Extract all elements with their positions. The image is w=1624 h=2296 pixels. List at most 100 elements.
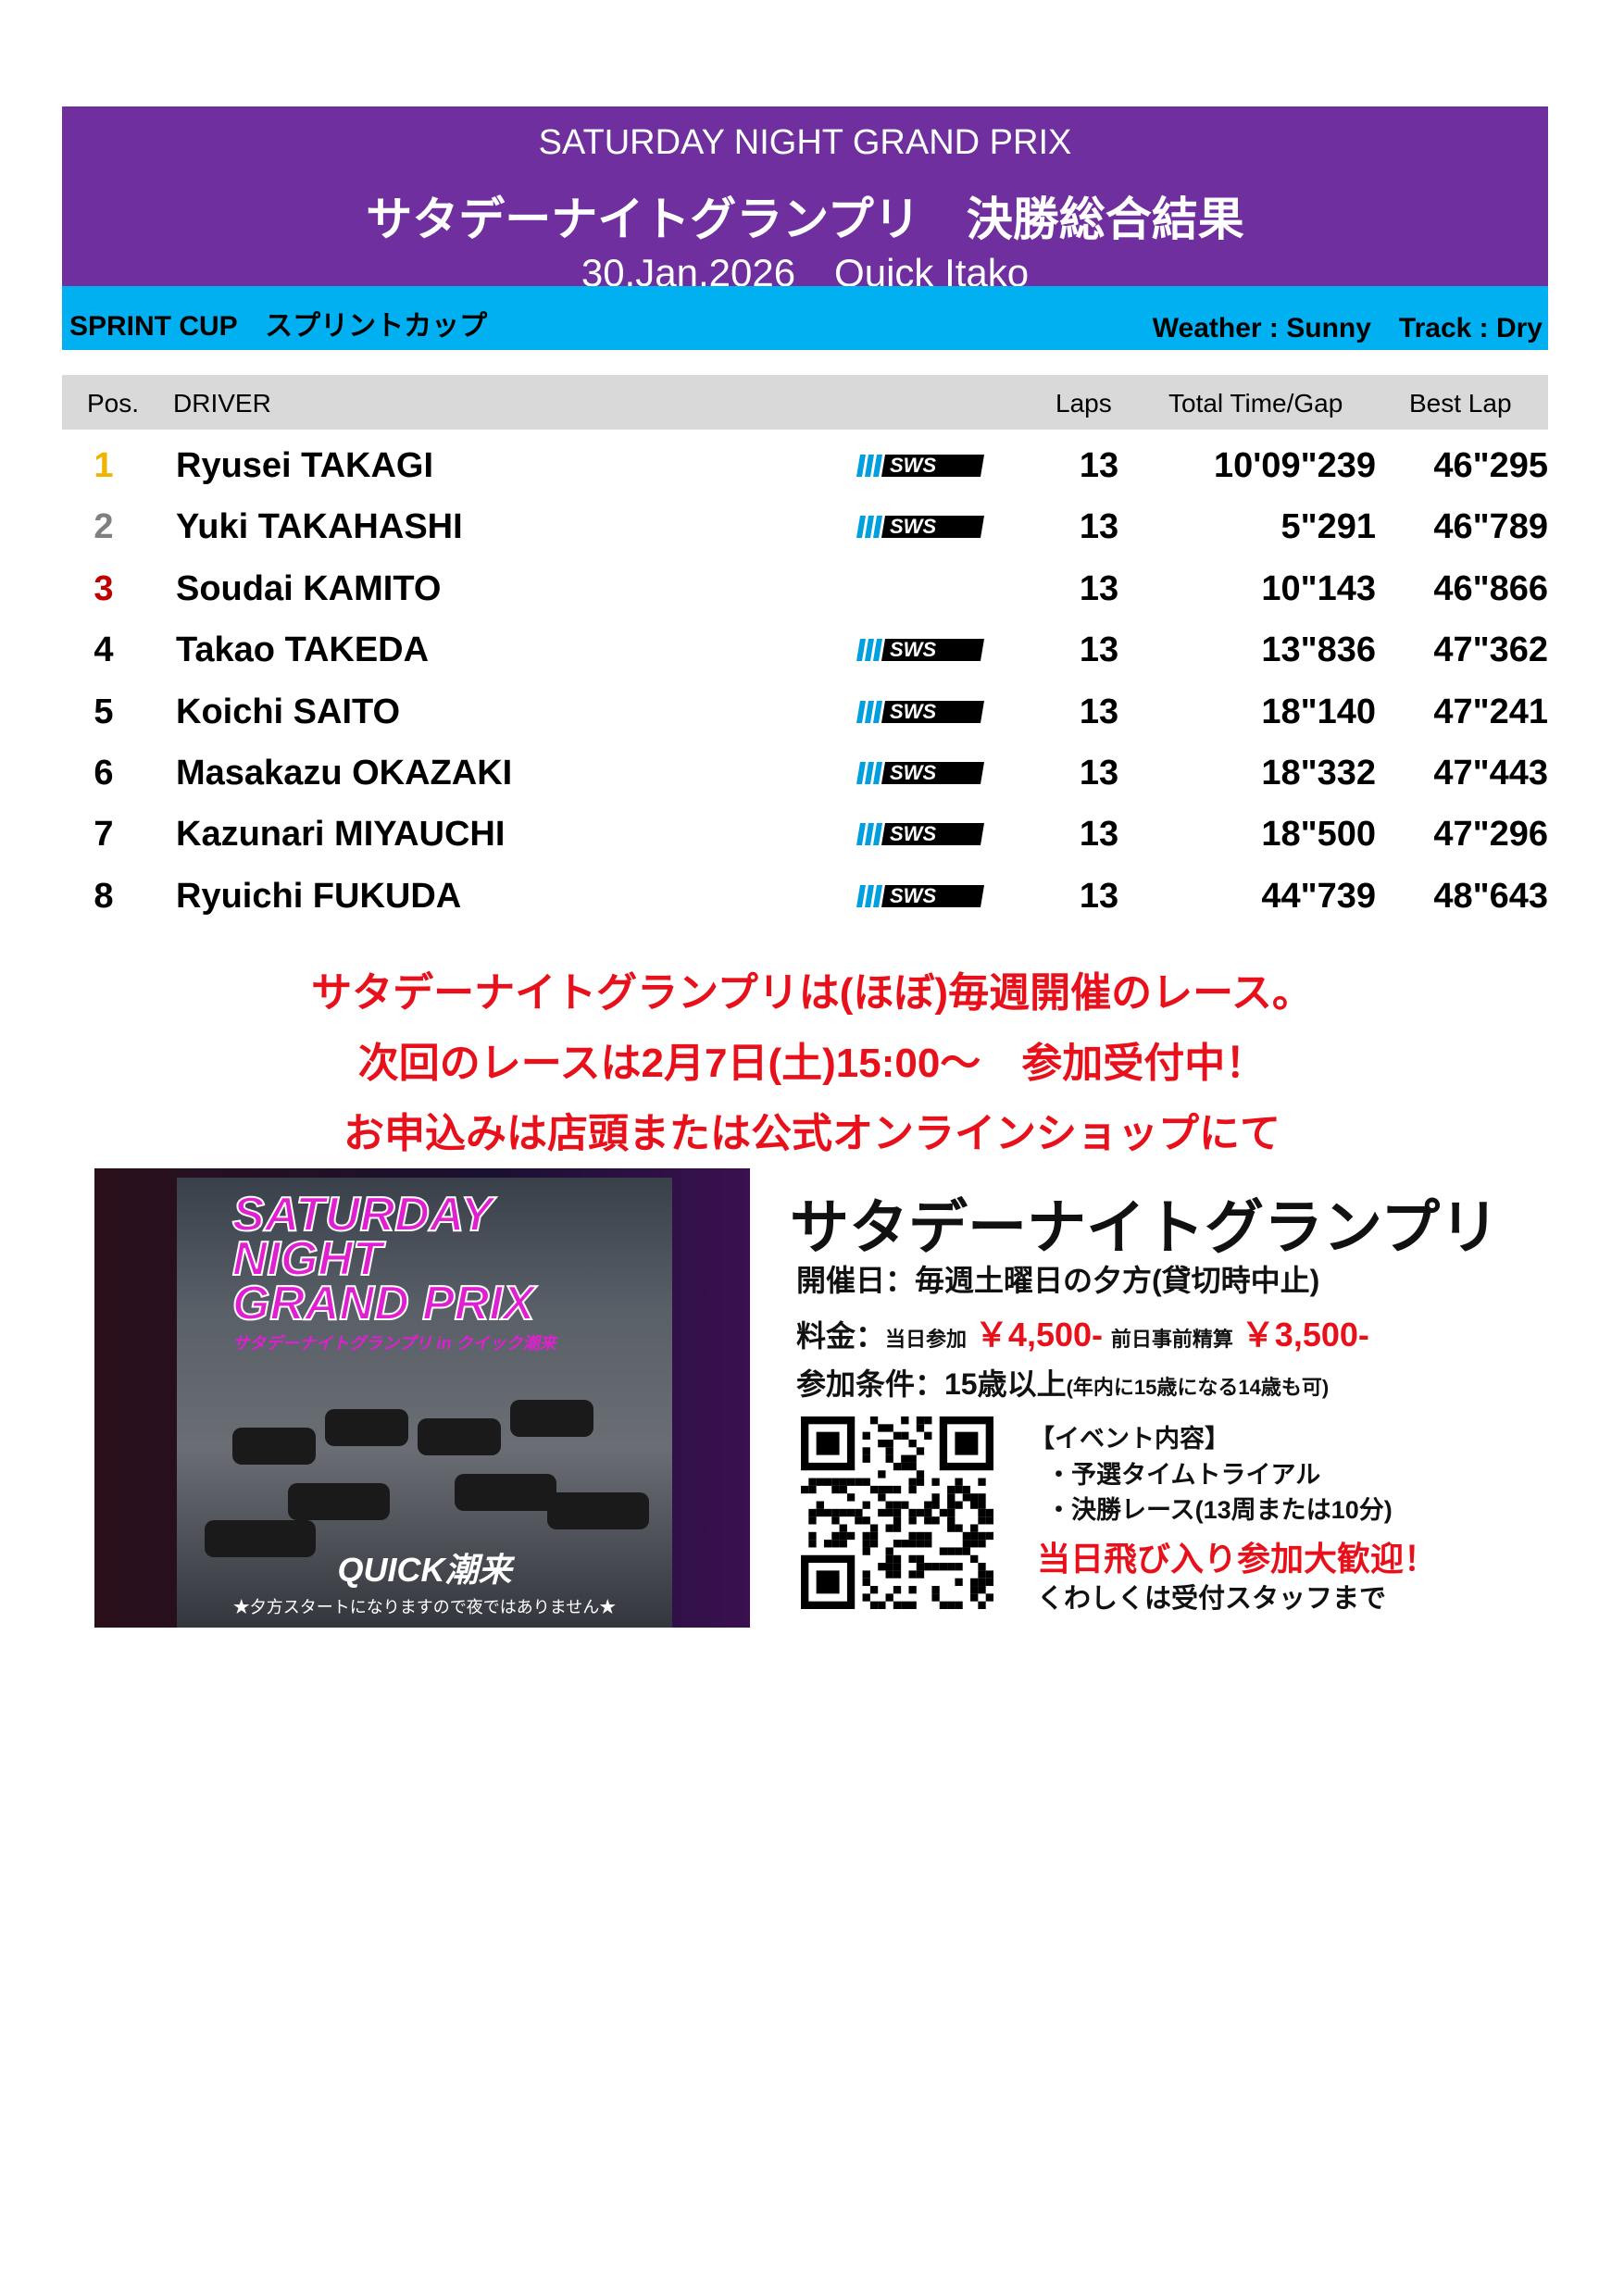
sws-logo: SWS (856, 696, 986, 724)
qr-code[interactable] (790, 1416, 1005, 1609)
kart-photo: SATURDAY NIGHT GRAND PRIX サタデーナイトグランプリ i… (177, 1178, 672, 1628)
best-lap: 47"296 (1433, 815, 1548, 855)
cond-label: 参加条件：15歳以上 (796, 1367, 1067, 1401)
sws-logo: SWS (856, 818, 986, 846)
info-title: サタデーナイトグランプリ (790, 1194, 1500, 1261)
poster-title-2: NIGHT (231, 1232, 383, 1286)
title-banner: SATURDAY NIGHT GRAND PRIX サタデーナイトグランプリ 決… (62, 106, 1548, 294)
poster-title-3: GRAND PRIX (231, 1277, 535, 1330)
position: 7 (94, 815, 114, 855)
table-row: 4 Takao TAKEDA SWS 13 13"836 47"362 (62, 619, 1548, 680)
poster-subtitle: サタデーナイトグランプリ in クイック潮来 (232, 1334, 556, 1353)
driver-name: Masakazu OKAZAKI (176, 754, 513, 792)
notice-line-3: お申込みは店頭または公式オンラインショップにて (344, 1111, 1280, 1156)
event-item-2: ・決勝レース(13周または10分) (1046, 1496, 1393, 1524)
best-lap: 47"362 (1433, 630, 1548, 670)
svg-text:SWS: SWS (890, 638, 936, 661)
driver-name: Koichi SAITO (176, 692, 401, 731)
col-driver: DRIVER (173, 389, 271, 418)
svg-text:SWS: SWS (890, 454, 936, 477)
walkin-welcome: 当日飛び入り参加大歓迎！ (1037, 1540, 1438, 1578)
driver-name: Takao TAKEDA (176, 630, 430, 670)
driver-name: Yuki TAKAHASHI (176, 507, 463, 547)
info-fee: 料金：当日参加 ￥4,500- 前日事前精算 ￥3,500- (796, 1308, 1369, 1356)
table-row: 3 Soudai KAMITO 13 10"143 46"866 (62, 558, 1548, 619)
class-bar: SPRINT CUP スプリントカップ Weather : Sunny Trac… (62, 286, 1548, 350)
table-row: 1 Ryusei TAKAGI SWS 13 10'09"239 46"295 (62, 435, 1548, 496)
table-row: 8 Ryuichi FUKUDA SWS 13 44"739 48"643 (62, 866, 1548, 927)
total-time: 5"291 (1280, 507, 1376, 547)
best-lap: 47"241 (1433, 692, 1548, 731)
laps: 13 (1079, 446, 1119, 485)
fee-label: 料金： (796, 1319, 886, 1353)
col-laps: Laps (1056, 389, 1112, 418)
best-lap: 46"295 (1433, 446, 1548, 485)
position: 3 (94, 568, 114, 608)
position: 6 (94, 754, 114, 792)
fee-same-day-label: 当日参加 (885, 1328, 968, 1351)
sws-logo: SWS (856, 880, 986, 908)
position: 8 (94, 876, 114, 916)
laps: 13 (1079, 692, 1119, 731)
event-item-1: ・予選タイムトライアル (1046, 1461, 1321, 1489)
fee-advance: ￥3,500- (1241, 1316, 1369, 1354)
conditions: Weather : Sunny Track : Dry (1152, 313, 1543, 343)
table-row: 2 Yuki TAKAHASHI SWS 13 5"291 46"789 (62, 496, 1548, 557)
info-schedule: 開催日：毎週土曜日の夕方(貸切時中止) (796, 1264, 1320, 1297)
col-total: Total Time/Gap (1168, 389, 1343, 418)
laps: 13 (1079, 815, 1119, 855)
position: 4 (94, 630, 114, 670)
best-lap: 48"643 (1433, 876, 1548, 916)
class-name: SPRINT CUP スプリントカップ (69, 311, 488, 342)
sws-logo: SWS (856, 757, 986, 785)
sws-logo: SWS (856, 511, 986, 539)
sws-logo: SWS (856, 634, 986, 662)
best-lap: 46"789 (1433, 507, 1548, 547)
title-jp: サタデーナイトグランプリ 決勝総合結果 (366, 193, 1244, 245)
svg-text:SWS: SWS (890, 822, 936, 845)
driver-name: Kazunari MIYAUCHI (176, 815, 506, 855)
table-header: Pos. DRIVER Laps Total Time/Gap Best Lap (62, 375, 1548, 430)
svg-text:SWS: SWS (890, 700, 936, 723)
info-conditions: 参加条件：15歳以上(年内に15歳になる14歳も可) (796, 1361, 1329, 1404)
fee-same-day: ￥4,500- (974, 1316, 1103, 1354)
total-time: 18"332 (1261, 754, 1376, 792)
notice-line-2: 次回のレースは2月7日(土)15:00～ 参加受付中！ (357, 1041, 1267, 1086)
cond-note: (年内に15歳になる14歳も可) (1066, 1376, 1330, 1399)
col-pos: Pos. (87, 389, 140, 418)
sws-logo: SWS (856, 450, 986, 478)
svg-text:SWS: SWS (890, 761, 936, 784)
poster-brand: QUICK潮来 (337, 1551, 512, 1589)
table-row: 7 Kazunari MIYAUCHI SWS 13 18"500 47"296 (62, 804, 1548, 865)
notice-line-1: サタデーナイトグランプリは(ほぼ)毎週開催のレース。 (311, 970, 1313, 1016)
svg-text:SWS: SWS (890, 884, 936, 907)
position: 5 (94, 692, 114, 731)
contact-note: くわしくは受付スタッフまで (1037, 1584, 1387, 1614)
driver-name: Ryusei TAKAGI (176, 446, 434, 485)
total-time: 18"500 (1261, 815, 1376, 855)
fee-advance-label: 前日事前精算 (1110, 1328, 1233, 1351)
laps: 13 (1079, 630, 1119, 670)
laps: 13 (1079, 754, 1119, 792)
table-row: 6 Masakazu OKAZAKI SWS 13 18"332 47"443 (62, 742, 1548, 804)
svg-text:SWS: SWS (890, 515, 936, 538)
event-header: 【イベント内容】 (1030, 1425, 1230, 1453)
position: 1 (94, 446, 114, 485)
total-time: 44"739 (1261, 876, 1376, 916)
driver-name: Ryuichi FUKUDA (176, 876, 462, 916)
total-time: 18"140 (1261, 692, 1376, 731)
title-en: SATURDAY NIGHT GRAND PRIX (538, 123, 1072, 162)
poster-title-1: SATURDAY (231, 1188, 493, 1242)
total-time: 10'09"239 (1214, 446, 1376, 485)
laps: 13 (1079, 507, 1119, 547)
best-lap: 46"866 (1433, 568, 1548, 608)
event-poster: SATURDAY NIGHT GRAND PRIX サタデーナイトグランプリ i… (94, 1168, 750, 1628)
total-time: 13"836 (1261, 630, 1376, 670)
best-lap: 47"443 (1433, 754, 1548, 792)
table-row: 5 Koichi SAITO SWS 13 18"140 47"241 (62, 681, 1548, 742)
poster-note: ★夕方スタートになりますので夜ではありません★ (232, 1598, 617, 1616)
position: 2 (94, 507, 114, 547)
laps: 13 (1079, 876, 1119, 916)
total-time: 10"143 (1261, 568, 1376, 608)
driver-name: Soudai KAMITO (176, 568, 442, 608)
